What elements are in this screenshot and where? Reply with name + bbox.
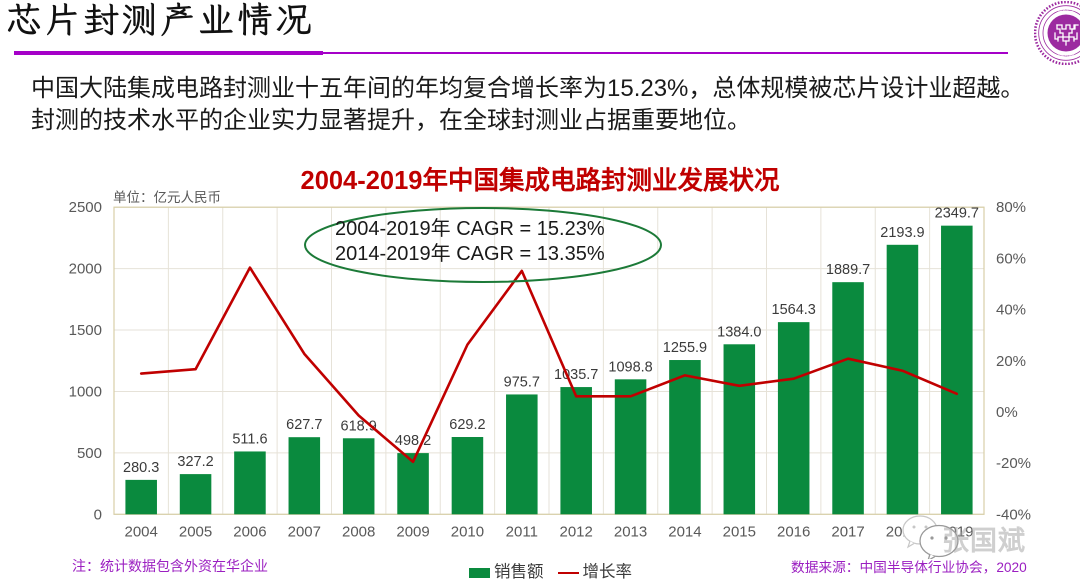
- svg-text:1255.9: 1255.9: [663, 340, 707, 356]
- svg-text:327.2: 327.2: [177, 454, 213, 470]
- svg-text:1500: 1500: [69, 322, 102, 339]
- svg-text:2016: 2016: [777, 523, 810, 540]
- svg-text:0%: 0%: [996, 404, 1018, 421]
- svg-text:2007: 2007: [288, 523, 321, 540]
- svg-text:2349.7: 2349.7: [935, 206, 979, 222]
- svg-text:1000: 1000: [69, 383, 102, 400]
- svg-text:2011: 2011: [506, 523, 538, 540]
- svg-text:40%: 40%: [996, 302, 1026, 319]
- svg-text:1889.7: 1889.7: [826, 262, 870, 278]
- svg-text:2014-2019年 CAGR = 13.35%: 2014-2019年 CAGR = 13.35%: [335, 242, 605, 265]
- svg-text:2015: 2015: [723, 523, 756, 540]
- svg-text:·清华大学·: ·清华大学·: [1057, 8, 1076, 14]
- svg-text:1098.8: 1098.8: [608, 359, 652, 375]
- svg-text:629.2: 629.2: [449, 417, 485, 433]
- svg-text:-20%: -20%: [996, 455, 1031, 472]
- svg-text:2014: 2014: [668, 523, 701, 540]
- svg-text:80%: 80%: [996, 199, 1026, 216]
- svg-text:2010: 2010: [451, 523, 484, 540]
- svg-text:2008: 2008: [342, 523, 375, 540]
- svg-text:2004: 2004: [125, 523, 158, 540]
- svg-text:2193.9: 2193.9: [880, 225, 924, 241]
- svg-text:2000: 2000: [69, 261, 102, 278]
- svg-text:1384.0: 1384.0: [717, 324, 761, 340]
- svg-text:2012: 2012: [560, 523, 593, 540]
- svg-text:2009: 2009: [396, 523, 429, 540]
- svg-text:627.7: 627.7: [286, 417, 322, 433]
- svg-text:2500: 2500: [69, 199, 102, 216]
- svg-text:1564.3: 1564.3: [772, 302, 816, 318]
- svg-text:511.6: 511.6: [232, 431, 267, 447]
- svg-text:975.7: 975.7: [504, 374, 540, 390]
- svg-text:1980·1980: 1980·1980: [1057, 54, 1074, 58]
- svg-text:2005: 2005: [179, 523, 212, 540]
- svg-text:2004-2019年 CAGR = 15.23%: 2004-2019年 CAGR = 15.23%: [335, 217, 605, 240]
- svg-text:280.3: 280.3: [123, 460, 159, 476]
- svg-text:60%: 60%: [996, 250, 1026, 267]
- svg-text:2013: 2013: [614, 523, 647, 540]
- svg-text:0: 0: [94, 506, 102, 523]
- svg-text:2006: 2006: [233, 523, 266, 540]
- svg-text:2017: 2017: [831, 523, 864, 540]
- svg-text:500: 500: [77, 445, 102, 462]
- svg-text:1035.7: 1035.7: [554, 367, 598, 383]
- svg-text:20%: 20%: [996, 353, 1026, 370]
